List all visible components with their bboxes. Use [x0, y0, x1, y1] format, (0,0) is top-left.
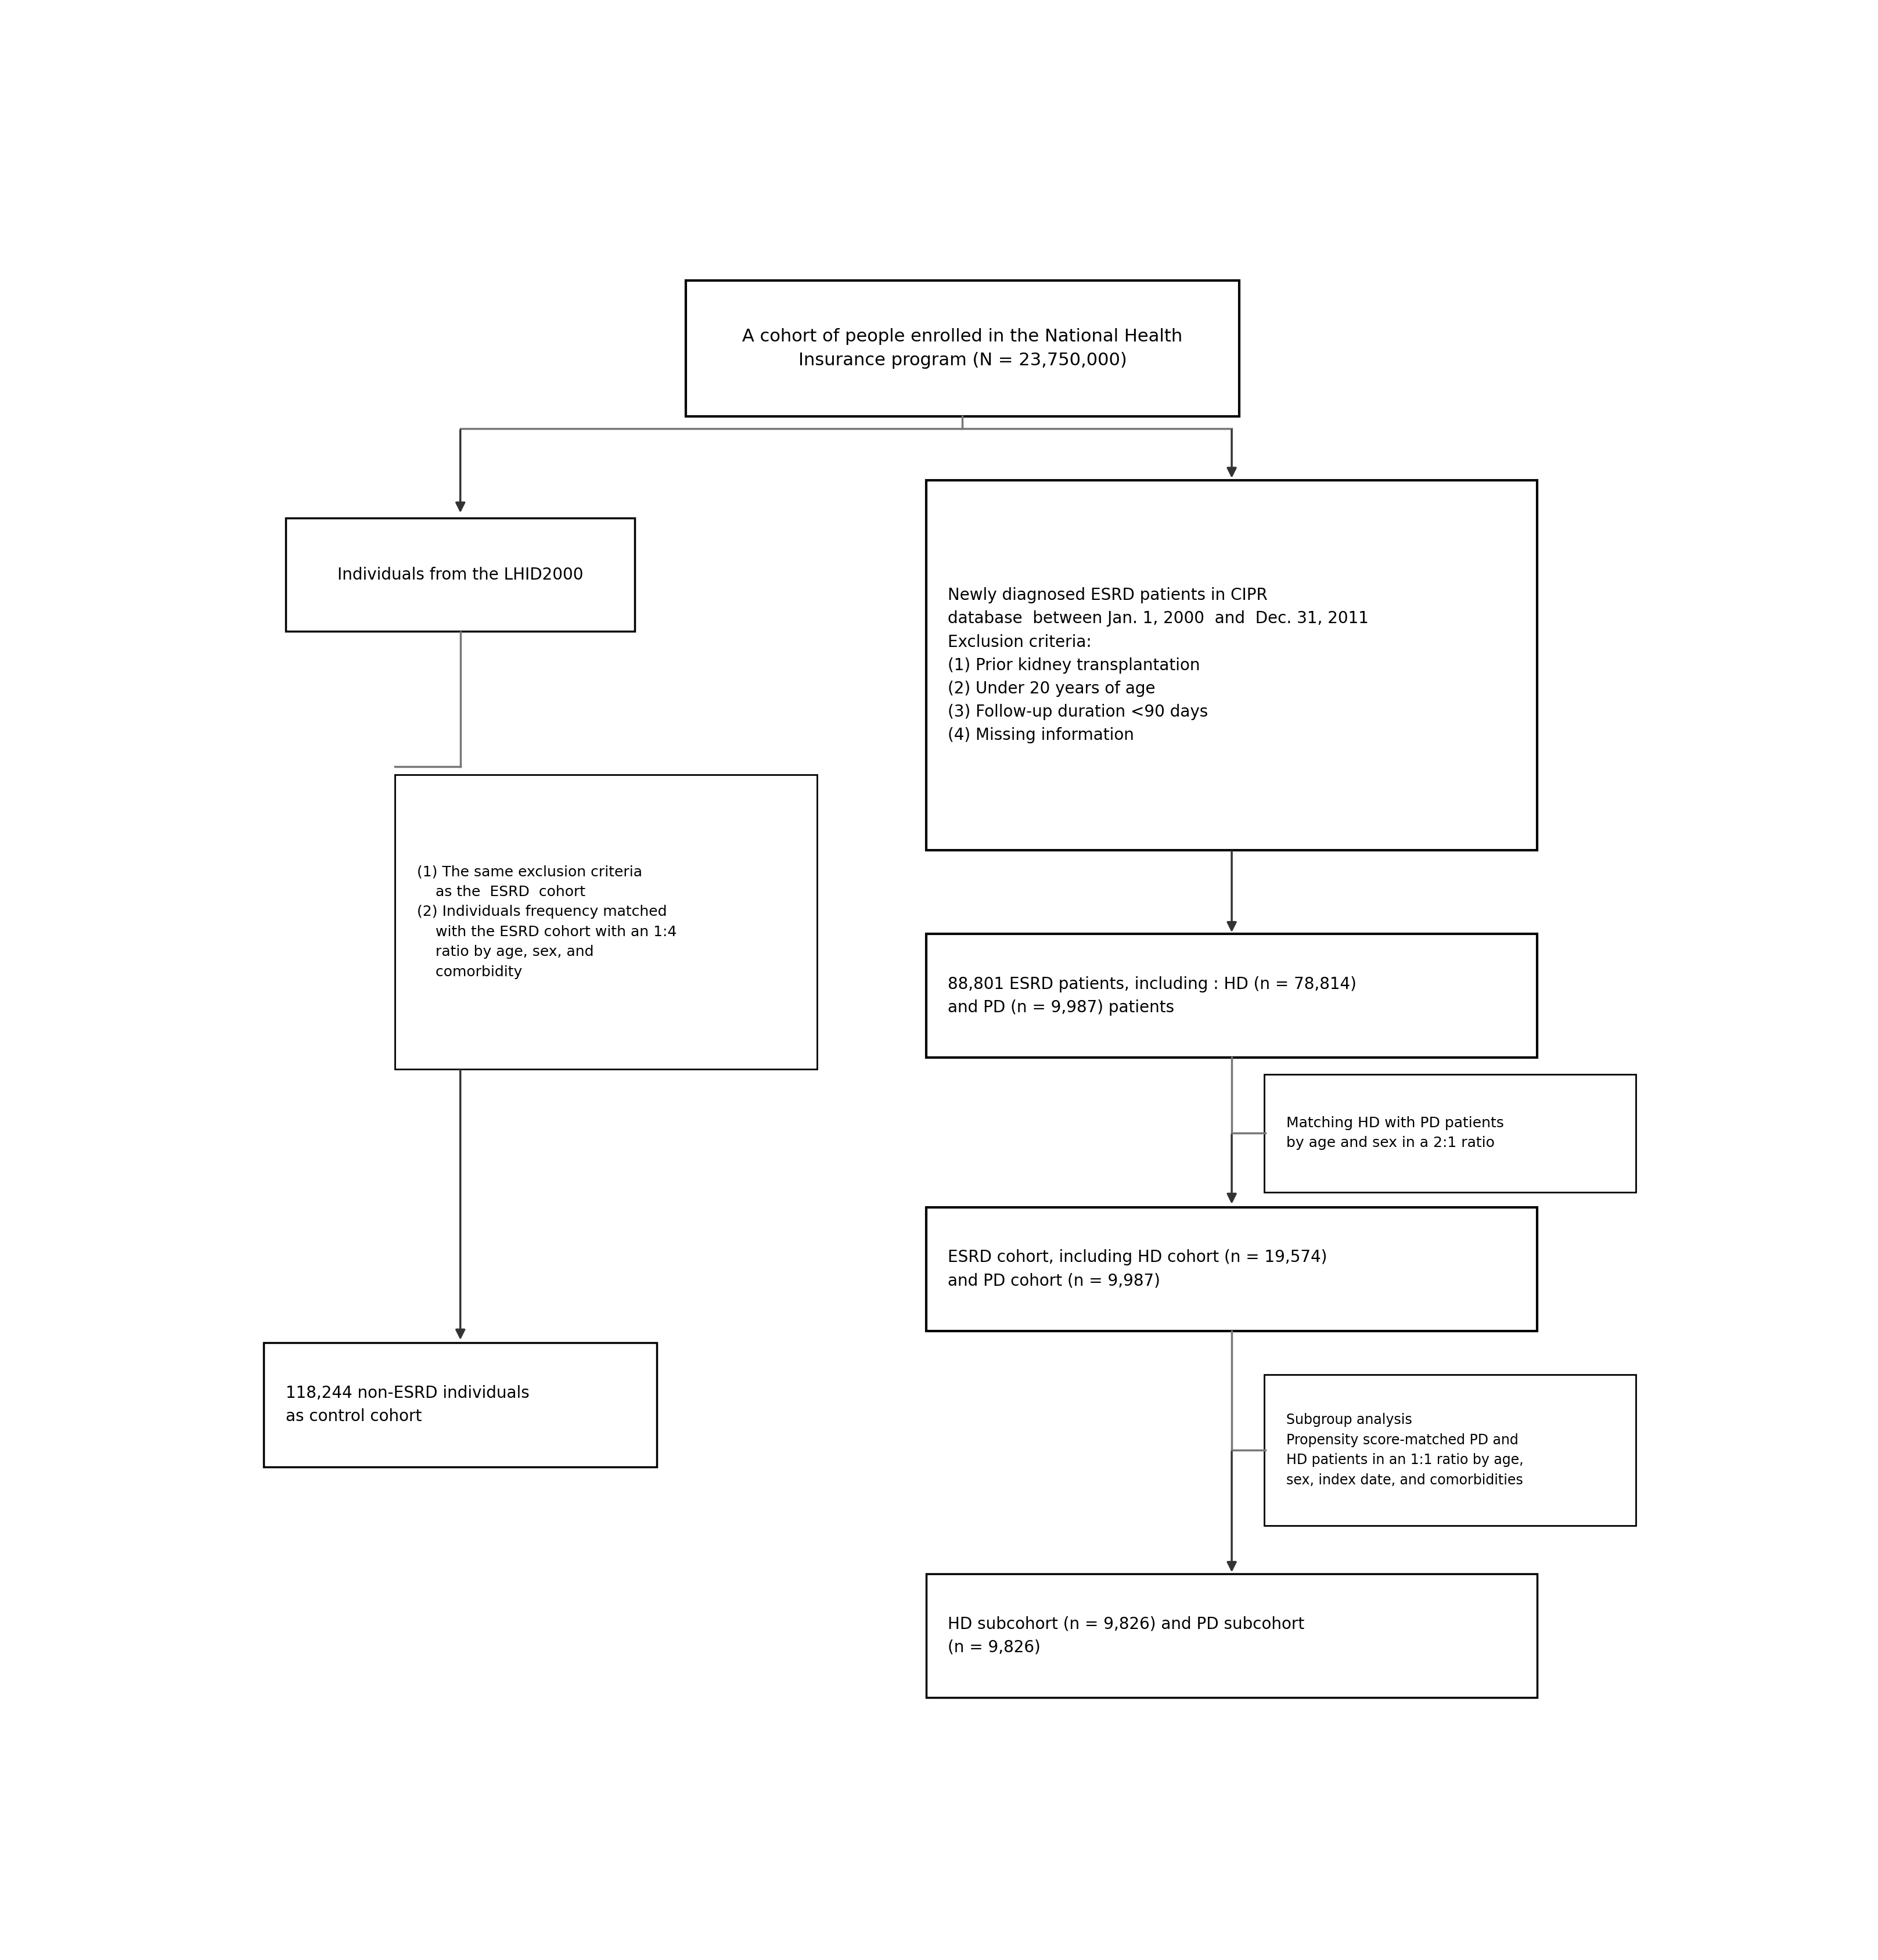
Text: 88,801 ESRD patients, including : HD (n = 78,814)
and PD (n = 9,987) patients: 88,801 ESRD patients, including : HD (n … — [948, 976, 1356, 1015]
FancyBboxPatch shape — [1264, 1374, 1636, 1525]
Text: Subgroup analysis
Propensity score-matched PD and
HD patients in an 1:1 ratio by: Subgroup analysis Propensity score-match… — [1286, 1413, 1523, 1488]
Text: Newly diagnosed ESRD patients in CIPR
database  between Jan. 1, 2000  and  Dec. : Newly diagnosed ESRD patients in CIPR da… — [948, 588, 1369, 743]
FancyBboxPatch shape — [263, 1343, 657, 1466]
FancyBboxPatch shape — [926, 1207, 1538, 1331]
Text: ESRD cohort, including HD cohort (n = 19,574)
and PD cohort (n = 9,987): ESRD cohort, including HD cohort (n = 19… — [948, 1249, 1328, 1290]
Text: 118,244 non-ESRD individuals
as control cohort: 118,244 non-ESRD individuals as control … — [285, 1386, 530, 1425]
FancyBboxPatch shape — [685, 280, 1239, 416]
FancyBboxPatch shape — [926, 935, 1538, 1058]
FancyBboxPatch shape — [926, 1574, 1538, 1697]
Text: (1) The same exclusion criteria
    as the  ESRD  cohort
(2) Individuals frequen: (1) The same exclusion criteria as the E… — [417, 864, 676, 978]
Text: Individuals from the LHID2000: Individuals from the LHID2000 — [338, 566, 584, 582]
Text: Matching HD with PD patients
by age and sex in a 2:1 ratio: Matching HD with PD patients by age and … — [1286, 1115, 1504, 1151]
FancyBboxPatch shape — [394, 774, 817, 1068]
FancyBboxPatch shape — [1264, 1074, 1636, 1192]
Text: HD subcohort (n = 9,826) and PD subcohort
(n = 9,826): HD subcohort (n = 9,826) and PD subcohor… — [948, 1615, 1305, 1656]
Text: A cohort of people enrolled in the National Health
Insurance program (N = 23,750: A cohort of people enrolled in the Natio… — [742, 327, 1183, 368]
FancyBboxPatch shape — [285, 517, 635, 631]
FancyBboxPatch shape — [926, 480, 1538, 851]
